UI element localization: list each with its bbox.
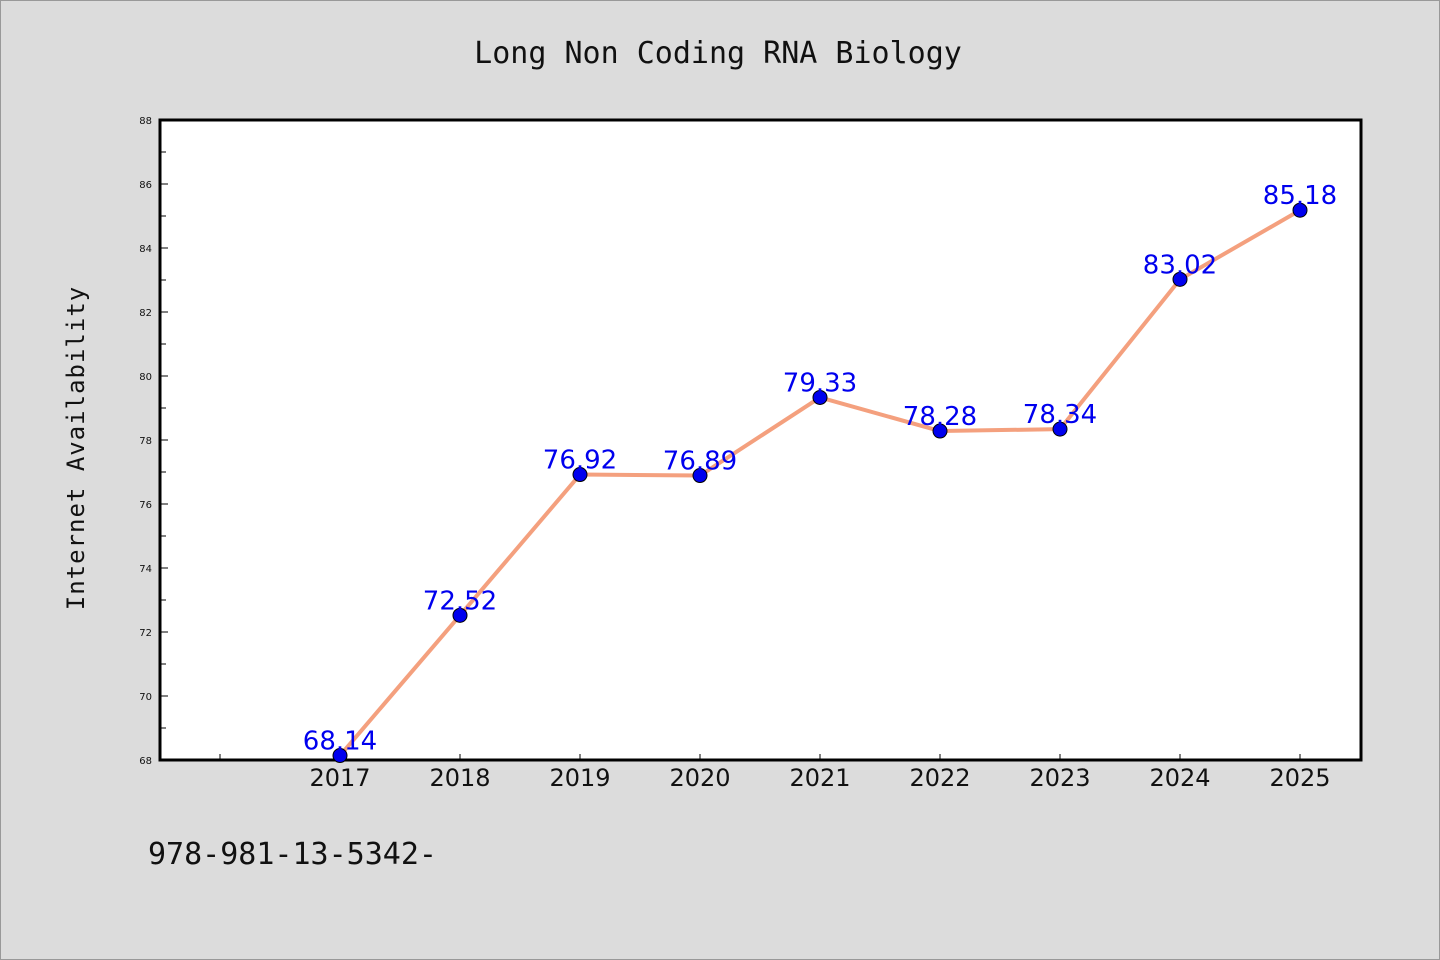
x-tick-label: 2024 [1149,764,1210,792]
y-axis: 68 70 72 74 76 78 80 82 84 86 88 [139,116,168,767]
data-point [1172,271,1188,287]
data-label: 78.28 [903,402,977,432]
data-point [572,467,588,483]
data-label: 76.89 [663,447,737,477]
series-layer: 68.14 72.52 76.92 76.89 79.33 78.28 78.34 83.02… [303,181,1337,764]
isbn-footer: 978-981-13-5342- [148,837,437,872]
data-point [332,748,348,764]
y-tick-label: 68 [139,756,152,767]
y-tick-label: 88 [139,116,152,127]
y-tick-label: 76 [139,500,152,511]
data-point [452,607,468,623]
y-tick-label: 70 [139,692,152,703]
chart-title: Long Non Coding RNA Biology [474,36,962,71]
x-tick-label: 2021 [789,764,850,792]
y-tick-label: 84 [139,244,152,255]
data-label: 72.52 [423,586,497,616]
x-tick-label: 2019 [549,764,610,792]
data-point [1052,421,1068,437]
x-tick-label: 2022 [909,764,970,792]
data-label: 79.33 [783,368,857,398]
x-tick-label: 2023 [1029,764,1090,792]
y-tick-label: 74 [139,564,152,575]
y-tick-label: 82 [139,308,152,319]
y-tick-label: 72 [139,628,152,639]
x-axis: 2017 2018 2019 2020 2021 2022 2023 2024 2025 [219,754,1331,792]
x-tick-label: 2025 [1269,764,1330,792]
data-point [812,389,828,405]
data-label: 85.18 [1263,181,1337,211]
y-axis-label: Internet Availability [62,286,90,610]
y-tick-label: 80 [139,372,152,383]
y-tick-label: 78 [139,436,152,447]
data-label: 68.14 [303,727,377,757]
data-label: 83.02 [1143,250,1217,280]
data-point [1292,202,1308,218]
data-point [692,468,708,484]
x-tick-label: 2020 [669,764,730,792]
data-point [932,423,948,439]
plot-area [158,118,1363,762]
y-tick-label: 86 [139,180,152,191]
x-tick-label: 2018 [429,764,490,792]
data-label: 78.34 [1023,400,1097,430]
x-tick-label: 2017 [309,764,370,792]
data-label: 76.92 [543,446,617,476]
